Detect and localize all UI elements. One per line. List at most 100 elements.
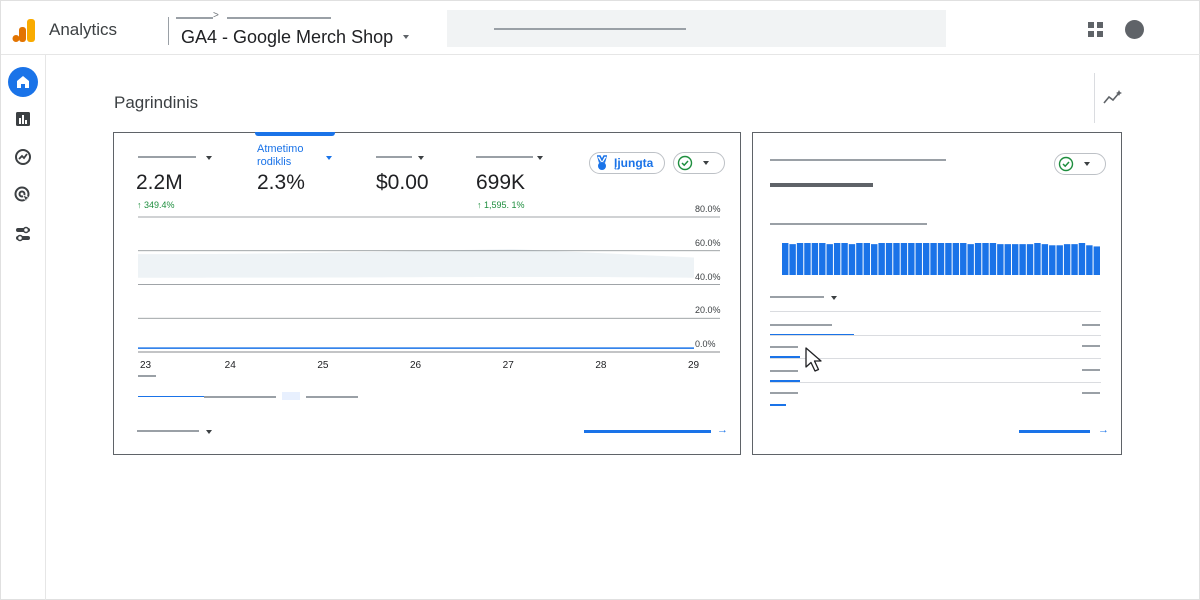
breadcrumb-account[interactable] [176, 17, 213, 19]
realtime-bar[interactable] [982, 243, 989, 275]
metric-4-chevron-down-icon[interactable] [537, 156, 543, 160]
realtime-bar[interactable] [997, 244, 1004, 275]
enabled-chip[interactable]: Įjungta [589, 152, 665, 174]
realtime-bar[interactable] [833, 243, 841, 275]
realtime-bar[interactable] [930, 243, 937, 275]
realtime-bar[interactable] [1019, 244, 1026, 275]
home-icon [17, 76, 29, 88]
table-row [770, 346, 798, 348]
realtime-bar[interactable] [945, 243, 952, 275]
realtime-bar[interactable] [782, 243, 789, 275]
table-header-left [770, 324, 832, 326]
realtime-bar[interactable] [1086, 245, 1093, 275]
realtime-bar[interactable] [1049, 245, 1056, 275]
data-quality-chip[interactable] [673, 152, 725, 174]
chevron-down-icon[interactable] [403, 35, 409, 39]
realtime-bar[interactable] [1004, 244, 1011, 275]
realtime-bar[interactable] [922, 243, 930, 275]
realtime-bar[interactable] [1093, 246, 1100, 275]
chevron-down-icon[interactable] [1084, 162, 1090, 166]
nav-configure[interactable] [8, 219, 38, 249]
chevron-down-icon[interactable] [703, 161, 709, 165]
realtime-bar[interactable] [856, 243, 863, 275]
metric-1-title[interactable] [138, 156, 196, 158]
realtime-bar[interactable] [915, 243, 922, 275]
breadcrumb-property[interactable] [227, 17, 331, 19]
realtime-bar[interactable] [1071, 244, 1078, 275]
realtime-bar[interactable] [908, 243, 915, 275]
realtime-dimension-selector[interactable] [770, 296, 824, 298]
insights-icon[interactable] [1103, 90, 1123, 106]
realtime-bar[interactable] [878, 243, 885, 275]
realtime-bar[interactable] [1041, 244, 1049, 275]
legend-item-range[interactable] [282, 392, 300, 400]
realtime-subtitle [770, 223, 927, 225]
realtime-quality-chip[interactable] [1054, 153, 1106, 175]
realtime-bar[interactable] [848, 244, 856, 275]
y-tick-label: 0.0% [695, 339, 716, 349]
realtime-bar[interactable] [967, 244, 974, 275]
realtime-chevron-down-icon[interactable] [831, 296, 837, 300]
realtime-bar[interactable] [1011, 244, 1019, 275]
metric-3-chevron-down-icon[interactable] [418, 156, 424, 160]
analytics-logo-icon[interactable] [12, 16, 36, 44]
y-tick-label: 80.0% [695, 204, 721, 214]
footer-chevron-down-icon[interactable] [206, 430, 212, 434]
realtime-bar[interactable] [989, 243, 997, 275]
nav-home[interactable] [8, 67, 38, 97]
realtime-bar[interactable] [893, 243, 900, 275]
legend-item-previous[interactable] [204, 396, 276, 398]
y-tick-label: 40.0% [695, 271, 721, 282]
metric-3-title[interactable] [376, 156, 412, 158]
realtime-bar[interactable] [885, 243, 893, 275]
table-row-value [1082, 345, 1100, 347]
realtime-bar[interactable] [841, 243, 848, 275]
realtime-bar[interactable] [1026, 244, 1034, 275]
arrow-right-icon[interactable]: → [1098, 424, 1109, 436]
realtime-bar[interactable] [871, 244, 878, 275]
view-report-link[interactable] [584, 430, 711, 433]
realtime-bar[interactable] [1056, 245, 1063, 275]
x-tick-label: 24 [224, 360, 236, 371]
realtime-bar[interactable] [863, 243, 871, 275]
footer-selector[interactable] [137, 430, 199, 432]
metric-1-chevron-down-icon[interactable] [206, 156, 212, 160]
realtime-bar[interactable] [900, 243, 908, 275]
nav-advertising[interactable] [8, 180, 38, 210]
table-row-bar [770, 356, 800, 358]
page-title: Pagrindinis [114, 93, 199, 112]
realtime-bar[interactable] [811, 243, 819, 275]
realtime-bar[interactable] [796, 243, 804, 275]
reports-icon [16, 112, 30, 126]
nav-reports[interactable] [8, 104, 38, 134]
x-tick-label: 26 [410, 360, 422, 371]
realtime-bar[interactable] [819, 243, 826, 275]
table-row [770, 370, 798, 372]
y-tick-label: 60.0% [695, 237, 721, 248]
top-bar: Analytics > GA4 - Google Merch Shop [1, 1, 1200, 55]
realtime-bar[interactable] [1078, 243, 1086, 275]
nav-explore[interactable] [8, 142, 38, 172]
apps-grid-icon[interactable] [1088, 22, 1103, 37]
line-chart [138, 216, 720, 353]
property-selector[interactable]: GA4 - Google Merch Shop [181, 27, 394, 47]
realtime-bar[interactable] [804, 243, 811, 275]
realtime-bar[interactable] [960, 243, 967, 275]
realtime-bar[interactable] [826, 244, 833, 275]
legend-item-range-label [306, 396, 358, 398]
realtime-bar[interactable] [974, 243, 982, 275]
arrow-right-icon[interactable]: → [717, 424, 728, 436]
legend-item-current[interactable] [138, 396, 224, 397]
realtime-bar[interactable] [937, 243, 945, 275]
realtime-bar[interactable] [952, 243, 960, 275]
view-realtime-link[interactable] [1019, 430, 1090, 433]
realtime-bar[interactable] [789, 244, 796, 275]
search-bar[interactable] [447, 10, 946, 47]
metric-2-chevron-down-icon[interactable] [326, 156, 332, 160]
realtime-bar[interactable] [1063, 244, 1071, 275]
metric-2-value: 2.3% [257, 171, 305, 194]
metric-4-title[interactable] [476, 156, 533, 158]
realtime-bar[interactable] [1034, 243, 1041, 275]
metric-2-title[interactable]: Atmetimo rodiklis [257, 143, 304, 168]
account-avatar-icon[interactable] [1125, 20, 1144, 39]
